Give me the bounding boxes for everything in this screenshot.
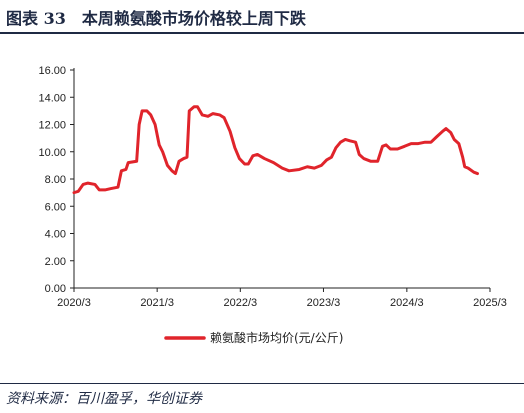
x-tick-label: 2023/3 bbox=[307, 297, 341, 309]
x-tick-label: 2021/3 bbox=[140, 297, 174, 309]
y-tick-label: 2.00 bbox=[45, 256, 66, 268]
y-tick-label: 8.00 bbox=[45, 174, 66, 186]
x-tick-label: 2022/3 bbox=[223, 297, 257, 309]
legend-label: 赖氨酸市场均价(元/公斤) bbox=[210, 330, 343, 345]
figure-title: 图表 33 本周赖氨酸市场价格较上周下跌 bbox=[6, 9, 306, 28]
series-line-0 bbox=[72, 105, 479, 195]
y-axis: 0.00 2.00 4.00 6.00 8.00 10.00 12.00 14.00 16.00 bbox=[38, 65, 75, 295]
source-divider bbox=[0, 383, 524, 384]
figure-title-bar: 图表 33 本周赖氨酸市场价格较上周下跌 bbox=[0, 0, 524, 32]
y-tick-label: 14.00 bbox=[38, 92, 66, 104]
x-axis: 2020/3 2021/3 2022/3 2023/3 2024/3 2025/3 bbox=[57, 287, 507, 309]
source-note: 资料来源：百川盈孚，华创证券 bbox=[6, 391, 202, 407]
y-tick-label: 6.00 bbox=[45, 201, 66, 213]
y-tick-label: 12.00 bbox=[38, 120, 66, 132]
y-tick-label: 0.00 bbox=[45, 283, 66, 295]
y-tick-label: 10.00 bbox=[38, 147, 66, 159]
title-divider bbox=[0, 32, 524, 34]
legend: 赖氨酸市场均价(元/公斤) bbox=[164, 330, 343, 345]
x-tick-label: 2020/3 bbox=[57, 297, 91, 309]
x-tick-label: 2024/3 bbox=[390, 297, 424, 309]
y-tick-label: 4.00 bbox=[45, 229, 66, 241]
y-tick-label: 16.00 bbox=[38, 65, 66, 77]
x-tick-label: 2025/3 bbox=[473, 297, 507, 309]
line-chart: 0.00 2.00 4.00 6.00 8.00 10.00 12.00 14.00 16.00… bbox=[38, 65, 507, 345]
series-layer bbox=[72, 105, 479, 195]
